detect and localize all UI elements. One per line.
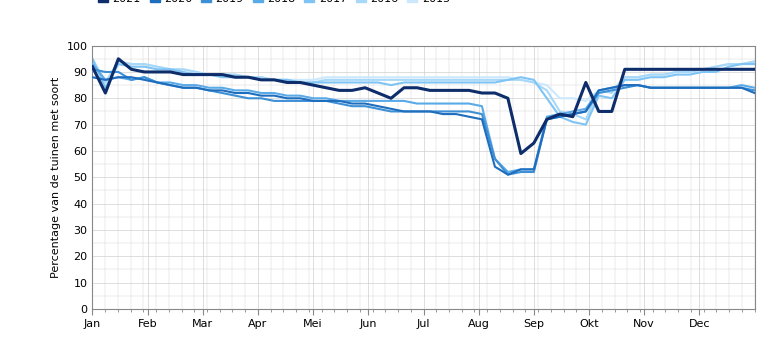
Legend: 2021, 2020, 2019, 2018, 2017, 2016, 2015: 2021, 2020, 2019, 2018, 2017, 2016, 2015 bbox=[98, 0, 450, 4]
Y-axis label: Percentage van de tuinen met soort: Percentage van de tuinen met soort bbox=[51, 77, 61, 278]
